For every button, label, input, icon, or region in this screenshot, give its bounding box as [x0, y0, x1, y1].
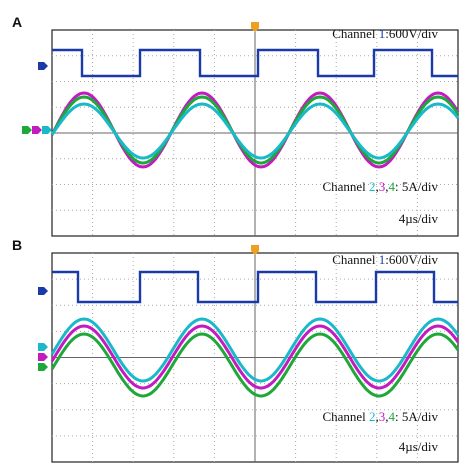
timebase: 4µs/div	[399, 439, 439, 454]
text-part: 2	[369, 409, 376, 424]
panel-label: A	[12, 14, 22, 30]
channel-marker	[22, 126, 32, 134]
channel-marker	[38, 343, 48, 351]
text-part: : 5A/div	[395, 179, 438, 194]
text-part: Channel	[332, 252, 379, 267]
text-part: Channel	[322, 179, 369, 194]
text-part: ,	[376, 179, 379, 194]
text-part: Channel	[322, 409, 369, 424]
text-part: ,	[385, 179, 388, 194]
channel-marker	[38, 62, 48, 70]
channel-marker	[38, 287, 48, 295]
text-part: 4	[389, 179, 396, 194]
channel-234-scale: Channel 2,3,4: 5A/div	[322, 409, 438, 424]
text-part: :600V/div	[385, 252, 438, 267]
panel-label: B	[12, 237, 22, 253]
voltage-trace	[52, 48, 458, 78]
channel-234-scale: Channel 2,3,4: 5A/div	[322, 179, 438, 194]
channel-marker	[32, 126, 42, 134]
text-part: ,	[385, 409, 388, 424]
channel-1-scale: Channel 1:600V/div	[332, 252, 438, 267]
text-part: 1	[379, 26, 386, 41]
current-trace	[50, 332, 460, 398]
text-part: 3	[379, 409, 386, 424]
channel-1-scale: Channel 1:600V/div	[332, 26, 438, 41]
text-part: ,	[376, 409, 379, 424]
text-part: :600V/div	[385, 26, 438, 41]
current-trace	[50, 317, 460, 383]
channel-marker	[42, 126, 52, 134]
text-part: 1	[379, 252, 386, 267]
trigger-marker	[251, 22, 259, 32]
text-part: : 5A/div	[395, 409, 438, 424]
channel-marker	[38, 353, 48, 361]
text-part: 4	[389, 409, 396, 424]
text-part: 2	[369, 179, 376, 194]
trigger-marker	[251, 245, 259, 255]
current-trace	[50, 324, 460, 390]
timebase: 4µs/div	[399, 211, 439, 226]
text-part: Channel	[332, 26, 379, 41]
voltage-trace	[52, 270, 458, 304]
text-part: 3	[379, 179, 386, 194]
channel-marker	[38, 363, 48, 371]
current-trace	[50, 102, 460, 160]
